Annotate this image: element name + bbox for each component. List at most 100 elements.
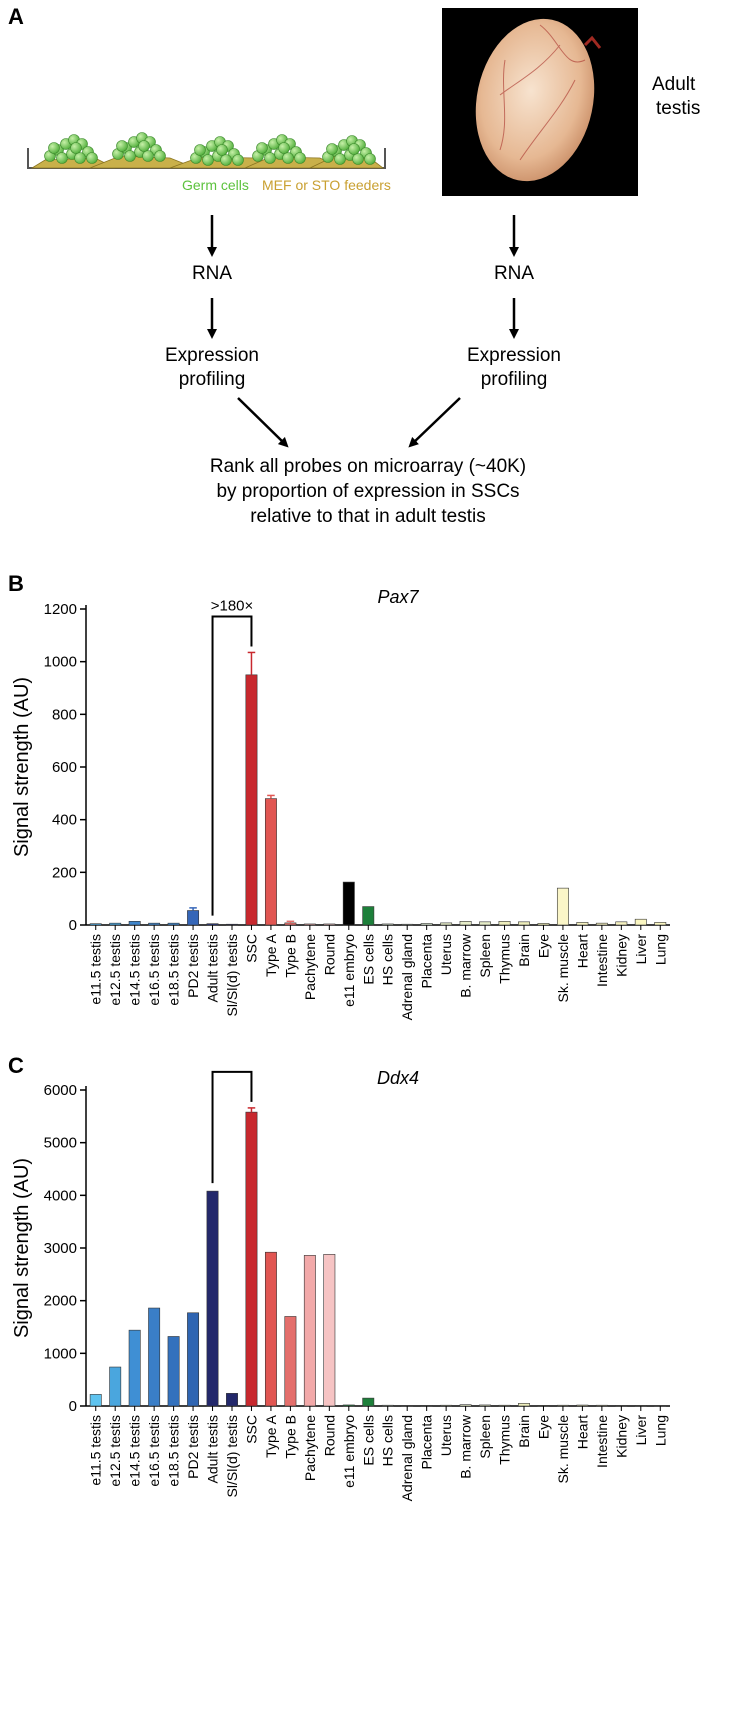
bar <box>206 923 219 926</box>
germ-cell <box>124 150 136 162</box>
category-label: e11.5 testis <box>88 934 104 1005</box>
category-label: Placenta <box>419 1415 435 1470</box>
y-tick-label: 4000 <box>44 1187 77 1204</box>
bar <box>323 1254 336 1407</box>
category-label: SSC <box>243 934 259 963</box>
category-label: e14.5 testis <box>127 934 143 1006</box>
bar <box>498 1404 511 1407</box>
category-label: e11 embryo <box>341 934 357 1007</box>
arrow-left-diagonal <box>237 397 289 448</box>
category-label: e14.5 testis <box>127 1415 143 1487</box>
germ-cell <box>220 154 232 166</box>
category-label: PD2 testis <box>185 1415 201 1479</box>
panel-letter-a: A <box>8 4 24 29</box>
category-label: Pachytene <box>302 1415 318 1481</box>
bar <box>148 922 161 926</box>
bar <box>167 922 180 926</box>
germ-cell <box>326 143 338 155</box>
bar <box>615 1405 628 1407</box>
germ-cell <box>232 154 244 166</box>
y-tick-label: 1000 <box>44 654 77 671</box>
bar <box>401 1405 414 1407</box>
bar <box>167 1336 180 1407</box>
culture-dish <box>27 132 386 169</box>
category-label: Heart <box>574 1415 590 1449</box>
bar <box>556 1404 569 1407</box>
bar <box>381 923 394 926</box>
germ-cell <box>364 153 376 165</box>
y-tick-label: 5000 <box>44 1135 77 1152</box>
feeders-label: MEF or STO feeders <box>262 177 391 193</box>
bar <box>342 1404 355 1407</box>
category-label: ES cells <box>360 1415 376 1466</box>
bar <box>128 921 141 926</box>
category-label: HS cells <box>380 934 396 985</box>
germ-cell <box>202 154 214 166</box>
panel-a: A Germ cells MEF or STO feeders Adult te… <box>8 4 700 527</box>
bar <box>537 923 550 926</box>
category-label: B. marrow <box>458 933 474 998</box>
category-label: Lung <box>652 934 668 965</box>
category-label: e18.5 testis <box>166 1415 182 1487</box>
fold-change-annotation: >180× <box>211 597 254 614</box>
category-label: e18.5 testis <box>166 934 182 1006</box>
bar <box>245 674 258 926</box>
bar <box>595 1404 608 1407</box>
expression-left-line2: profiling <box>179 369 246 390</box>
category-label: Pachytene <box>302 934 318 1000</box>
category-label: Heart <box>574 934 590 968</box>
bar <box>264 1251 277 1407</box>
category-label: Type B <box>282 1415 298 1459</box>
fold-change-bracket <box>211 615 253 916</box>
category-label: Liver <box>633 1415 649 1446</box>
bar <box>556 887 569 926</box>
bar <box>479 921 492 926</box>
bar <box>109 1366 122 1407</box>
bar <box>479 1404 492 1407</box>
bar <box>226 923 238 926</box>
bar <box>245 1111 258 1407</box>
bar <box>148 1307 161 1407</box>
category-label: SSC <box>243 1415 259 1444</box>
y-axis-label: Signal strength (AU) <box>11 677 33 857</box>
germ-cell-clusters <box>44 132 376 166</box>
bar <box>342 881 355 926</box>
category-label: ES cells <box>360 934 376 985</box>
chart-title: Pax7 <box>377 587 419 607</box>
bar <box>128 1329 141 1407</box>
germ-cell <box>56 152 68 164</box>
expression-left-line1: Expression <box>165 345 259 366</box>
germ-cell <box>116 140 128 152</box>
category-label: Brain <box>516 1415 532 1448</box>
germ-cells-label: Germ cells <box>182 177 249 193</box>
category-label: Eye <box>535 934 551 958</box>
category-label: e11.5 testis <box>88 1415 104 1486</box>
rank-text-line3: relative to that in adult testis <box>250 506 486 527</box>
category-label: Type A <box>263 933 279 976</box>
category-label: e11 embryo <box>341 1415 357 1488</box>
bar <box>323 923 336 926</box>
category-label: Sk. muscle <box>555 934 571 1003</box>
germ-cell <box>282 152 294 164</box>
bar <box>654 922 667 926</box>
rank-text-line2: by proportion of expression in SSCs <box>216 481 519 502</box>
y-tick-label: 6000 <box>44 1082 77 1099</box>
bar <box>615 921 628 926</box>
y-tick-label: 1000 <box>44 1345 77 1362</box>
category-label: Liver <box>633 934 649 965</box>
arrow-right-diagonal <box>408 397 461 448</box>
y-tick-label: 0 <box>69 1398 77 1415</box>
category-label: Adult testis <box>205 934 221 1002</box>
category-label: Round <box>321 934 337 975</box>
y-axis-label: Signal strength (AU) <box>11 1158 33 1338</box>
category-label: Thymus <box>497 934 513 984</box>
testis-photo <box>442 8 638 196</box>
panel-letter-c: C <box>8 1053 24 1078</box>
y-tick-label: 0 <box>69 917 77 934</box>
bar <box>595 922 608 926</box>
bar <box>459 921 472 926</box>
bar <box>89 923 102 926</box>
category-label: Intestine <box>594 934 610 987</box>
category-label: Sk. muscle <box>555 1415 571 1484</box>
bar <box>634 918 647 926</box>
